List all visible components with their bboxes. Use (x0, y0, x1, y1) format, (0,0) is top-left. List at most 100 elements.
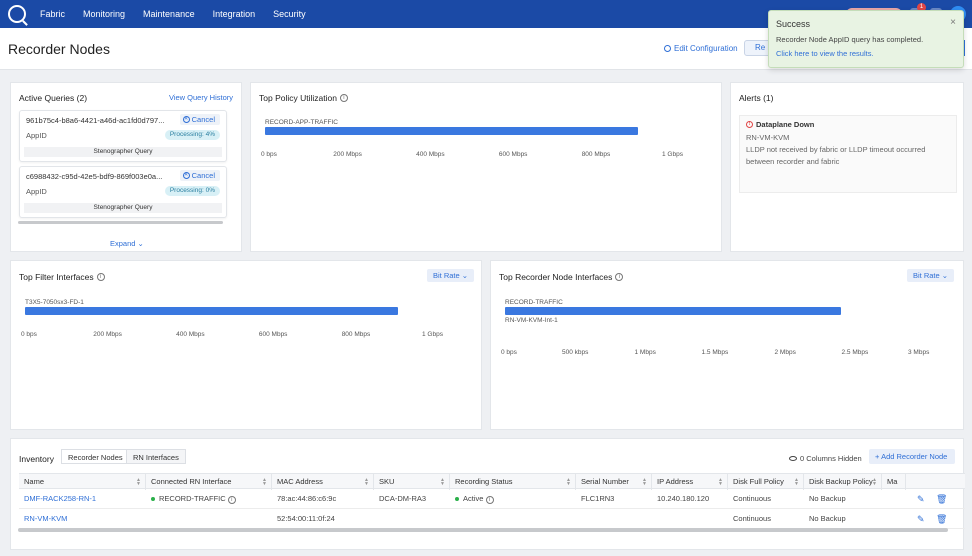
bar[interactable] (265, 127, 638, 135)
top-policy-title-text: Top Policy Utilization (259, 93, 337, 103)
expand-label: Expand (110, 239, 136, 248)
query-kind: Stenographer Query (24, 147, 222, 157)
axis-tick-label: 600 Mbps (258, 331, 288, 338)
status-dot-icon (151, 497, 155, 502)
info-icon[interactable]: i (96, 273, 105, 281)
axis-tick-label: 1 Gbps (662, 151, 683, 158)
row-sku (374, 509, 379, 529)
info-icon[interactable]: i (227, 496, 236, 504)
row-name-link[interactable]: DMF-RACK258-RN-1 (24, 494, 97, 503)
column-header-label: SKU (379, 477, 395, 486)
column-header-mac-address[interactable]: MAC Address ▲ ▼ (272, 474, 374, 490)
axis-tick-label: 0 bps (21, 331, 37, 338)
nav-item-integration[interactable]: Integration (212, 9, 256, 19)
table-row[interactable]: RN-VM-KVM 52:54:00:11:0f:24 Continuous N… (19, 509, 965, 529)
top-recorder-chart: RECORD-TRAFFIC RN-VM-KVM-Int-1 0 bps 500 kb… (501, 299, 937, 359)
gear-icon (664, 45, 671, 52)
alert-title: ! Dataplane Down (746, 120, 814, 129)
active-queries-title: Active Queries (2) (19, 93, 87, 103)
close-icon[interactable]: × (950, 17, 956, 28)
processing-badge: Processing: 0% (164, 186, 220, 196)
tab-rn-interfaces[interactable]: RN Interfaces (126, 449, 186, 464)
edit-icon[interactable]: ✎ (917, 514, 925, 524)
sort-icon: ▲ ▼ (566, 477, 571, 487)
success-toast: Success × Recorder Node AppID query has … (768, 10, 964, 68)
bar-label: RN-VM-KVM-Int-1 (505, 317, 558, 324)
table-row[interactable]: DMF-RACK258-RN-1 RECORD-TRAFFIC i 78:ac:… (19, 489, 965, 509)
sort-icon: ▲ ▼ (642, 477, 647, 487)
column-header-ip-address[interactable]: IP Address ▲ ▼ (652, 474, 728, 490)
top-filter-title: Top Filter Interfaces i (19, 272, 105, 282)
query-id: 961b75c4-b8a6-4421-a46d-ac1fd0d797... (26, 116, 165, 125)
sort-icon: ▲ ▼ (262, 477, 267, 487)
delete-icon[interactable]: 🗑 (936, 494, 948, 504)
page-title: Recorder Nodes (8, 41, 110, 57)
refresh-button[interactable]: Re (744, 40, 774, 56)
nav-item-security[interactable]: Security (273, 9, 306, 19)
chevron-down-icon: ⌄ (941, 271, 949, 280)
column-header-sku[interactable]: SKU ▲ ▼ (374, 474, 450, 490)
bar[interactable] (505, 307, 841, 315)
app-logo-icon[interactable] (8, 5, 26, 23)
add-recorder-node-button[interactable]: + Add Recorder Node (869, 449, 955, 464)
column-header-recording-status[interactable]: Recording Status ▲ ▼ (450, 474, 576, 490)
alert-item[interactable]: ! Dataplane Down RN-VM-KVM LLDP not rece… (739, 115, 957, 193)
column-header-disk-backup-policy[interactable]: Disk Backup Policy ▲ ▼ (804, 474, 882, 490)
bar-label: T3X5-7050sx3-FD-1 (25, 299, 84, 306)
toast-title: Success (776, 19, 811, 29)
bar-label: RECORD-APP-TRAFFIC (265, 119, 338, 126)
toast-results-link[interactable]: Click here to view the results. (776, 49, 874, 58)
expand-button[interactable]: Expand ⌄ (110, 239, 144, 248)
nav-item-monitoring[interactable]: Monitoring (83, 9, 126, 19)
processing-badge: Processing: 4% (164, 130, 220, 140)
axis-tick-label: 1 Gbps (422, 331, 443, 338)
info-icon[interactable]: i (485, 496, 494, 504)
delete-icon[interactable]: 🗑 (936, 514, 948, 524)
axis-tick-label: 2.5 Mbps (841, 349, 869, 356)
column-header-connected-rn-interface[interactable]: Connected RN Interface ▲ ▼ (146, 474, 272, 490)
axis-tick-label: 600 Mbps (498, 151, 528, 158)
edit-icon[interactable]: ✎ (917, 494, 925, 504)
axis-tick-label: 800 Mbps (581, 151, 611, 158)
sort-icon: ▲ ▼ (794, 477, 799, 487)
columns-hidden-toggle[interactable]: 0 Columns Hidden (789, 454, 862, 463)
bit-rate-dropdown[interactable]: Bit Rate ⌄ (427, 269, 475, 282)
inventory-card: Inventory Recorder Nodes RN Interfaces 0… (10, 438, 965, 550)
cancel-icon: ✕ (182, 116, 190, 123)
row-mac: 52:54:00:11:0f:24 (277, 514, 335, 523)
edit-configuration-link[interactable]: Edit Configuration (664, 44, 738, 53)
active-queries-card: Active Queries (2) View Query History 96… (10, 82, 242, 252)
bit-rate-dropdown[interactable]: Bit Rate ⌄ (907, 269, 955, 282)
row-disk-full: Continuous (733, 514, 771, 523)
axis-tick-label: 1.5 Mbps (701, 349, 729, 356)
table-scrollbar[interactable] (18, 528, 948, 532)
notification-badge: 1 (917, 3, 926, 12)
view-query-history-link[interactable]: View Query History (168, 93, 233, 102)
tab-recorder-nodes[interactable]: Recorder Nodes (61, 449, 130, 464)
queries-scrollbar[interactable] (18, 221, 223, 224)
row-name-link[interactable]: RN-VM-KVM (24, 514, 68, 523)
column-header-name[interactable]: Name ▲ ▼ (19, 474, 146, 490)
alert-message-line1: LLDP not received by fabric or LLDP time… (746, 145, 926, 154)
bar[interactable] (25, 307, 398, 315)
info-icon[interactable]: i (339, 94, 348, 102)
column-header-ma[interactable]: Ma (882, 474, 906, 490)
alert-source: RN-VM-KVM (746, 133, 790, 142)
column-header-label: IP Address (657, 477, 694, 486)
top-filter-card: Top Filter Interfaces i Bit Rate ⌄ T3X5-… (10, 260, 482, 430)
sort-icon: ▲ ▼ (872, 477, 877, 487)
top-recorder-card: Top Recorder Node Interfaces i Bit Rate … (490, 260, 964, 430)
top-recorder-title: Top Recorder Node Interfaces i (499, 272, 624, 282)
column-header-disk-full-policy[interactable]: Disk Full Policy ▲ ▼ (728, 474, 804, 490)
row-disk-backup: No Backup (809, 514, 846, 523)
cancel-query-button[interactable]: ✕ Cancel (179, 114, 220, 125)
chevron-down-icon: ⌄ (461, 271, 469, 280)
nav-item-maintenance[interactable]: Maintenance (143, 9, 195, 19)
active-queries-title-text: Active Queries (2) (19, 93, 88, 103)
row-status-text: Active (463, 494, 484, 503)
nav-item-fabric[interactable]: Fabric (40, 9, 66, 19)
column-header-serial-number[interactable]: Serial Number ▲ ▼ (576, 474, 652, 490)
cancel-query-button[interactable]: ✕ Cancel (179, 170, 220, 181)
sort-icon: ▲ ▼ (364, 477, 369, 487)
info-icon[interactable]: i (615, 273, 624, 281)
